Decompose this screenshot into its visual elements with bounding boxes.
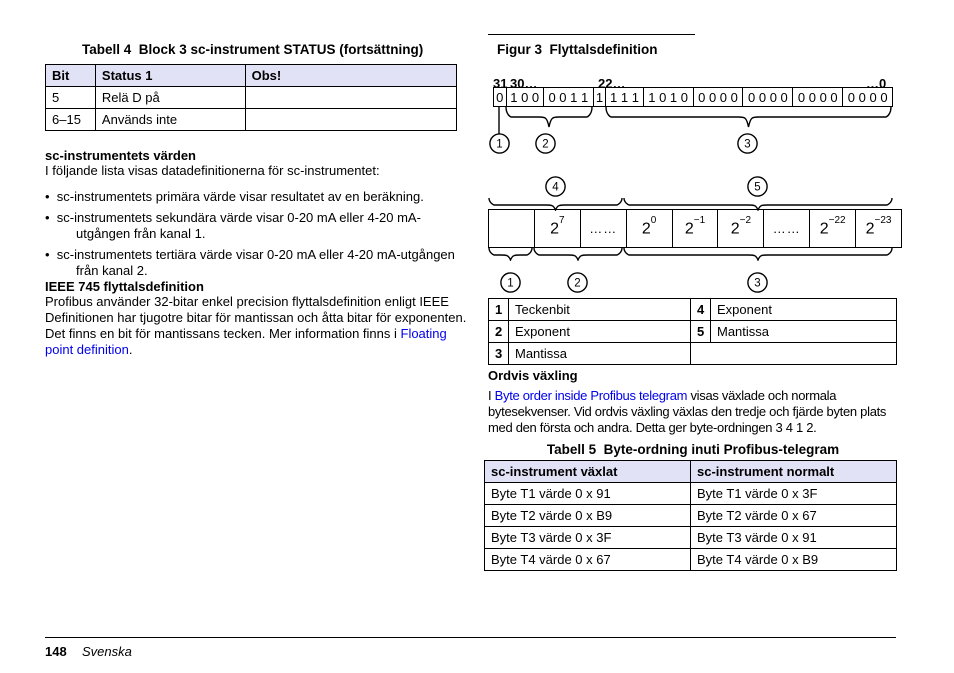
svg-text:5: 5 xyxy=(754,182,760,194)
svg-text:3: 3 xyxy=(744,139,750,151)
svg-text:2: 2 xyxy=(575,278,581,290)
svg-text:3: 3 xyxy=(754,278,760,290)
svg-text:2: 2 xyxy=(542,139,548,151)
svg-text:1: 1 xyxy=(507,278,513,290)
svg-text:1: 1 xyxy=(496,139,502,151)
svg-text:4: 4 xyxy=(552,182,559,194)
